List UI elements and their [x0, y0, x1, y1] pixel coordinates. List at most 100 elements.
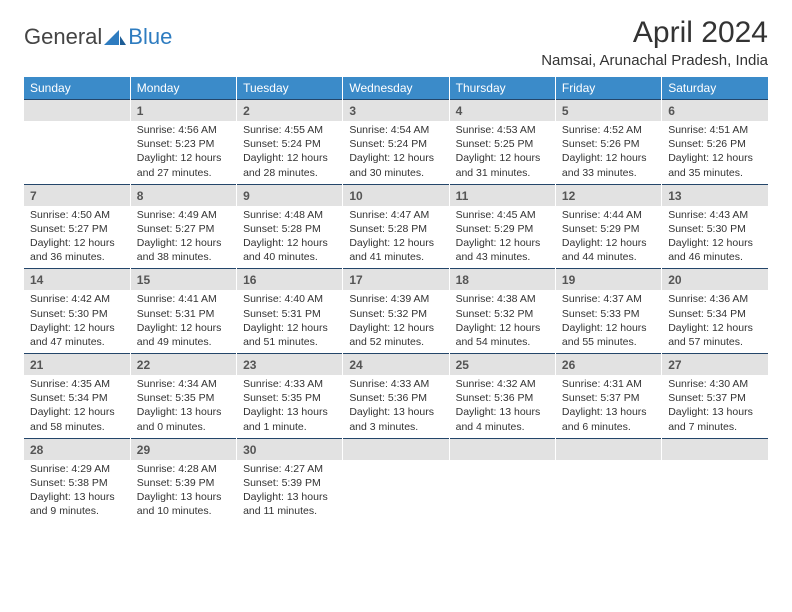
day-body-cell: Sunrise: 4:27 AMSunset: 5:39 PMDaylight:… — [237, 460, 343, 523]
header: General Blue April 2024 Namsai, Arunacha… — [24, 18, 768, 69]
day-number: 29 — [137, 443, 150, 457]
day-body-cell: Sunrise: 4:56 AMSunset: 5:23 PMDaylight:… — [130, 121, 236, 184]
daynum-row: 78910111213 — [24, 184, 768, 206]
day-number: 14 — [30, 273, 43, 287]
day-number-cell: 17 — [343, 269, 449, 291]
day-number: 18 — [456, 273, 469, 287]
day-body-cell: Sunrise: 4:29 AMSunset: 5:38 PMDaylight:… — [24, 460, 130, 523]
day-info: Sunrise: 4:33 AMSunset: 5:35 PMDaylight:… — [243, 377, 336, 434]
day-info: Sunrise: 4:50 AMSunset: 5:27 PMDaylight:… — [30, 208, 124, 265]
day-body-cell: Sunrise: 4:52 AMSunset: 5:26 PMDaylight:… — [555, 121, 661, 184]
day-info: Sunrise: 4:42 AMSunset: 5:30 PMDaylight:… — [30, 292, 124, 349]
day-number: 8 — [137, 189, 144, 203]
day-number-cell: 21 — [24, 354, 130, 376]
day-number-cell: 27 — [662, 354, 768, 376]
day-number: 26 — [562, 358, 575, 372]
day-info: Sunrise: 4:32 AMSunset: 5:36 PMDaylight:… — [456, 377, 549, 434]
day-number: 2 — [243, 104, 250, 118]
logo: General Blue — [24, 24, 172, 50]
day-number: 4 — [456, 104, 463, 118]
dow-header-row: SundayMondayTuesdayWednesdayThursdayFrid… — [24, 77, 768, 100]
day-number-cell: 9 — [237, 184, 343, 206]
day-number-cell: 15 — [130, 269, 236, 291]
day-body-cell: Sunrise: 4:43 AMSunset: 5:30 PMDaylight:… — [662, 206, 768, 269]
day-number: 16 — [243, 273, 256, 287]
day-body-cell: Sunrise: 4:39 AMSunset: 5:32 PMDaylight:… — [343, 290, 449, 353]
day-info: Sunrise: 4:36 AMSunset: 5:34 PMDaylight:… — [668, 292, 762, 349]
day-number: 27 — [668, 358, 681, 372]
day-body-cell: Sunrise: 4:51 AMSunset: 5:26 PMDaylight:… — [662, 121, 768, 184]
day-number-cell: 30 — [237, 438, 343, 460]
day-number: 6 — [668, 104, 675, 118]
blank-cell — [449, 460, 555, 523]
day-number: 20 — [668, 273, 681, 287]
daynum-row: 28 29 30 — [24, 438, 768, 460]
day-number: 28 — [30, 443, 43, 457]
day-number-cell: 8 — [130, 184, 236, 206]
day-number: 3 — [349, 104, 356, 118]
title-location: Namsai, Arunachal Pradesh, India — [541, 52, 768, 69]
day-number-cell: 4 — [449, 100, 555, 122]
day-number: 24 — [349, 358, 362, 372]
day-number-cell: 6 — [662, 100, 768, 122]
logo-text-general: General — [24, 24, 102, 50]
day-info: Sunrise: 4:44 AMSunset: 5:29 PMDaylight:… — [562, 208, 655, 265]
daynum-row: 21 22 23 24 25 26 27 — [24, 354, 768, 376]
calendar-table: SundayMondayTuesdayWednesdayThursdayFrid… — [24, 77, 768, 522]
day-number-cell: 25 — [449, 354, 555, 376]
day-info: Sunrise: 4:53 AMSunset: 5:25 PMDaylight:… — [456, 123, 549, 180]
day-body-cell: Sunrise: 4:40 AMSunset: 5:31 PMDaylight:… — [237, 290, 343, 353]
blank-cell — [555, 438, 661, 460]
day-number-cell: 20 — [662, 269, 768, 291]
day-number-cell: 28 — [24, 438, 130, 460]
title-month: April 2024 — [541, 18, 768, 48]
day-body-cell: Sunrise: 4:32 AMSunset: 5:36 PMDaylight:… — [449, 375, 555, 438]
day-number: 9 — [243, 189, 250, 203]
day-body-cell: Sunrise: 4:44 AMSunset: 5:29 PMDaylight:… — [555, 206, 661, 269]
blank-cell — [343, 438, 449, 460]
dow-header: Wednesday — [343, 77, 449, 100]
daynum-row: 123456 — [24, 100, 768, 122]
logo-text-blue: Blue — [128, 24, 172, 50]
page-root: General Blue April 2024 Namsai, Arunacha… — [0, 0, 792, 522]
day-body-row: Sunrise: 4:42 AMSunset: 5:30 PMDaylight:… — [24, 290, 768, 353]
day-number: 21 — [30, 358, 43, 372]
day-body-cell: Sunrise: 4:37 AMSunset: 5:33 PMDaylight:… — [555, 290, 661, 353]
day-info: Sunrise: 4:52 AMSunset: 5:26 PMDaylight:… — [562, 123, 655, 180]
day-number-cell: 3 — [343, 100, 449, 122]
day-body-cell: Sunrise: 4:42 AMSunset: 5:30 PMDaylight:… — [24, 290, 130, 353]
day-number: 17 — [349, 273, 362, 287]
day-body-cell: Sunrise: 4:31 AMSunset: 5:37 PMDaylight:… — [555, 375, 661, 438]
blank-cell — [555, 460, 661, 523]
day-number-cell: 29 — [130, 438, 236, 460]
day-number-cell: 5 — [555, 100, 661, 122]
day-body-cell: Sunrise: 4:50 AMSunset: 5:27 PMDaylight:… — [24, 206, 130, 269]
day-number-cell: 22 — [130, 354, 236, 376]
day-body-cell: Sunrise: 4:53 AMSunset: 5:25 PMDaylight:… — [449, 121, 555, 184]
day-number-cell: 10 — [343, 184, 449, 206]
day-info: Sunrise: 4:34 AMSunset: 5:35 PMDaylight:… — [137, 377, 230, 434]
dow-header: Thursday — [449, 77, 555, 100]
day-body-cell: Sunrise: 4:49 AMSunset: 5:27 PMDaylight:… — [130, 206, 236, 269]
day-body-cell: Sunrise: 4:54 AMSunset: 5:24 PMDaylight:… — [343, 121, 449, 184]
blank-cell — [662, 460, 768, 523]
day-body-cell: Sunrise: 4:30 AMSunset: 5:37 PMDaylight:… — [662, 375, 768, 438]
day-number: 22 — [137, 358, 150, 372]
day-number-cell: 13 — [662, 184, 768, 206]
day-info: Sunrise: 4:30 AMSunset: 5:37 PMDaylight:… — [668, 377, 762, 434]
day-number-cell: 2 — [237, 100, 343, 122]
day-info: Sunrise: 4:56 AMSunset: 5:23 PMDaylight:… — [137, 123, 230, 180]
day-info: Sunrise: 4:39 AMSunset: 5:32 PMDaylight:… — [349, 292, 442, 349]
day-info: Sunrise: 4:28 AMSunset: 5:39 PMDaylight:… — [137, 462, 230, 519]
day-info: Sunrise: 4:40 AMSunset: 5:31 PMDaylight:… — [243, 292, 336, 349]
day-body-cell: Sunrise: 4:36 AMSunset: 5:34 PMDaylight:… — [662, 290, 768, 353]
day-body-row: Sunrise: 4:50 AMSunset: 5:27 PMDaylight:… — [24, 206, 768, 269]
day-number: 13 — [668, 189, 681, 203]
day-number: 25 — [456, 358, 469, 372]
day-number-cell: 23 — [237, 354, 343, 376]
day-number-cell: 14 — [24, 269, 130, 291]
blank-cell — [449, 438, 555, 460]
day-number: 11 — [456, 189, 469, 203]
day-number-cell: 26 — [555, 354, 661, 376]
day-info: Sunrise: 4:33 AMSunset: 5:36 PMDaylight:… — [349, 377, 442, 434]
